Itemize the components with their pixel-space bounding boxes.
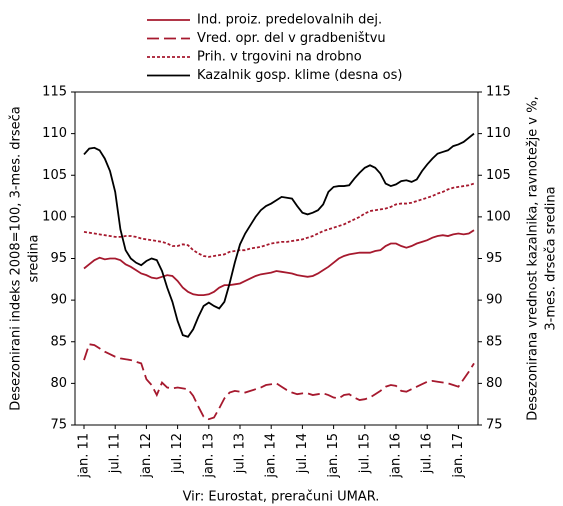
y2-axis-label: Desezonirana vrednost kazalnika, ravnote…	[526, 96, 541, 420]
y-tick-label: 95	[50, 251, 67, 266]
legend-label: Prih. v trgovini na drobno	[197, 50, 362, 65]
y2-tick-label: 90	[486, 293, 503, 308]
y-tick-label: 75	[50, 418, 67, 433]
y2-tick-label: 95	[486, 251, 503, 266]
x-tick-label: jan. 14	[264, 433, 279, 479]
x-tick-label: jan. 17	[451, 433, 466, 479]
y-tick-label: 80	[50, 376, 67, 391]
y2-axis-label: 3-mes. drseča sredina	[544, 186, 559, 330]
x-tick-label: jul. 14	[295, 433, 310, 474]
x-tick-label: jan. 12	[139, 433, 154, 479]
y2-tick-label: 85	[486, 334, 503, 349]
y-tick-label: 90	[50, 293, 67, 308]
legend-label: Kazalnik gosp. klime (desna os)	[197, 68, 402, 83]
series-line	[83, 229, 475, 297]
y-axis-label: Desezonirani indeks 2008=100, 3-mes. drs…	[9, 106, 24, 410]
x-tick-label: jul. 13	[233, 433, 248, 474]
series-line	[83, 132, 475, 338]
x-tick-label: jan. 11	[77, 433, 92, 479]
y-tick-label: 110	[42, 126, 67, 141]
x-tick-label: jul. 16	[420, 433, 435, 474]
y2-tick-label: 100	[486, 209, 511, 224]
x-tick-label: jan. 13	[201, 433, 216, 479]
y-axis-label: sredina	[27, 235, 42, 283]
legend-label: Vred. opr. del v gradbeništvu	[197, 31, 386, 46]
series-line	[83, 343, 475, 421]
x-tick-label: jan. 15	[326, 433, 341, 479]
plot-frame	[74, 91, 479, 426]
y-tick-label: 105	[42, 168, 67, 183]
y2-tick-label: 115	[486, 85, 511, 100]
y2-tick-label: 80	[486, 376, 503, 391]
y2-tick-label: 75	[486, 418, 503, 433]
series-line	[83, 182, 475, 258]
x-tick-label: jul. 11	[108, 433, 123, 474]
y2-tick-label: 110	[486, 126, 511, 141]
source-note: Vir: Eurostat, preračuni UMAR.	[183, 490, 380, 505]
y2-tick-label: 105	[486, 168, 511, 183]
legend-label: Ind. proiz. predelovalnih dej.	[197, 13, 382, 28]
x-tick-label: jul. 12	[170, 433, 185, 474]
y-tick-label: 100	[42, 209, 67, 224]
x-tick-label: jan. 16	[389, 433, 404, 479]
y-tick-label: 85	[50, 334, 67, 349]
y-tick-label: 115	[42, 85, 67, 100]
x-tick-label: jul. 15	[357, 433, 372, 474]
